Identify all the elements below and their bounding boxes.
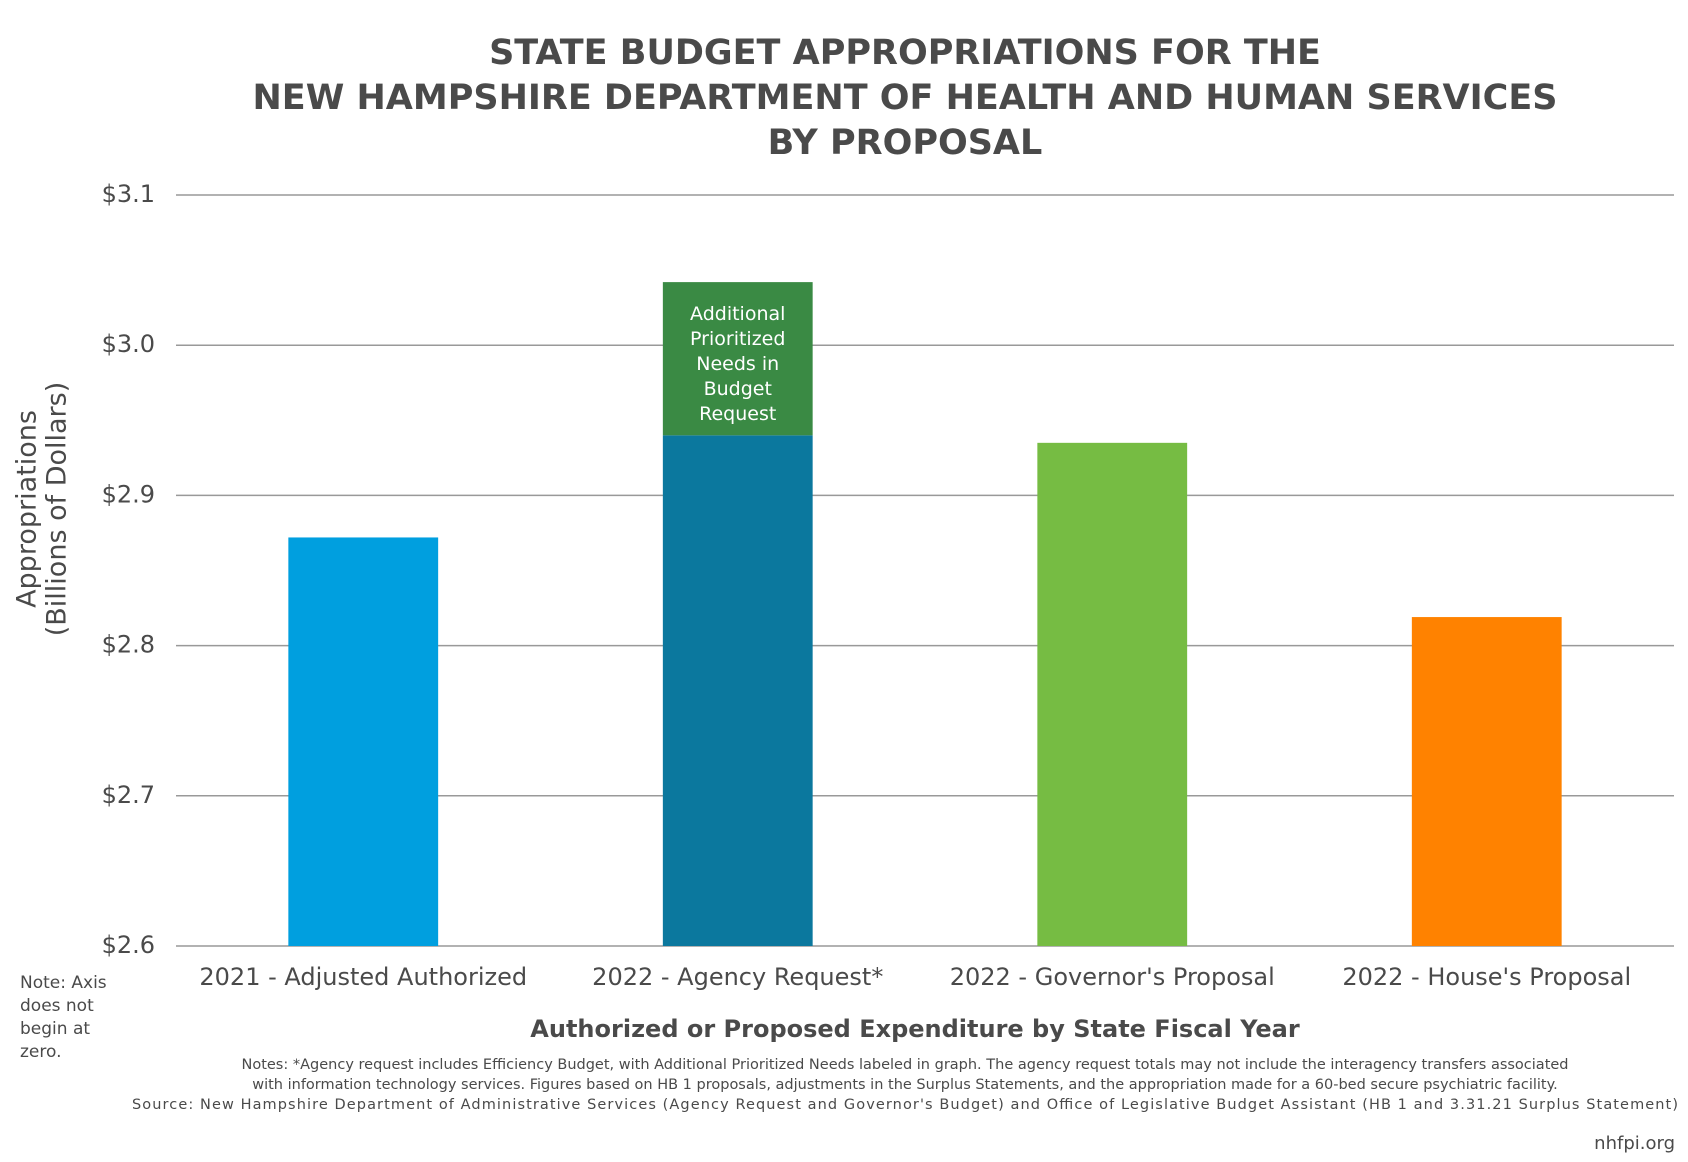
x-tick-label: 2022 - House's Proposal bbox=[1342, 963, 1631, 991]
chart-title: NEW HAMPSHIRE DEPARTMENT OF HEALTH AND H… bbox=[253, 78, 1558, 118]
y-tick-label: $2.9 bbox=[102, 480, 155, 508]
bar bbox=[288, 537, 439, 946]
y-tick-label: $2.7 bbox=[102, 781, 155, 809]
bar bbox=[1411, 617, 1562, 946]
y-tick-label: $3.1 bbox=[102, 180, 155, 208]
x-tick-label: 2022 - Governor's Proposal bbox=[950, 963, 1275, 991]
bar bbox=[1037, 442, 1188, 946]
footnote: with information technology services. Fi… bbox=[252, 1077, 1558, 1093]
credit: nhfpi.org bbox=[1594, 1133, 1675, 1154]
chart-title: STATE BUDGET APPROPRIATIONS FOR THE bbox=[489, 33, 1321, 73]
footnote: Source: New Hampshire Department of Admi… bbox=[132, 1097, 1678, 1113]
y-tick-label: $2.8 bbox=[102, 631, 155, 659]
x-axis-label: Authorized or Proposed Expenditure by St… bbox=[530, 1015, 1300, 1043]
chart-title: BY PROPOSAL bbox=[768, 123, 1043, 163]
stacked-segment bbox=[662, 282, 813, 436]
x-tick-label: 2022 - Agency Request* bbox=[592, 963, 883, 991]
segment-label: Additional Prioritized Needs in Budget R… bbox=[690, 303, 786, 426]
x-tick-label: 2021 - Adjusted Authorized bbox=[199, 963, 527, 991]
y-tick-label: $2.6 bbox=[102, 931, 155, 959]
y-axis-label: (Billions of Dollars) bbox=[42, 382, 73, 637]
footnote: Notes: *Agency request includes Efficien… bbox=[241, 1057, 1568, 1073]
axis-note: Note: Axis does not begin at zero. bbox=[20, 973, 107, 1062]
y-tick-label: $3.0 bbox=[102, 330, 155, 358]
bar bbox=[662, 435, 813, 946]
y-axis-label: Appropriations bbox=[12, 410, 43, 608]
